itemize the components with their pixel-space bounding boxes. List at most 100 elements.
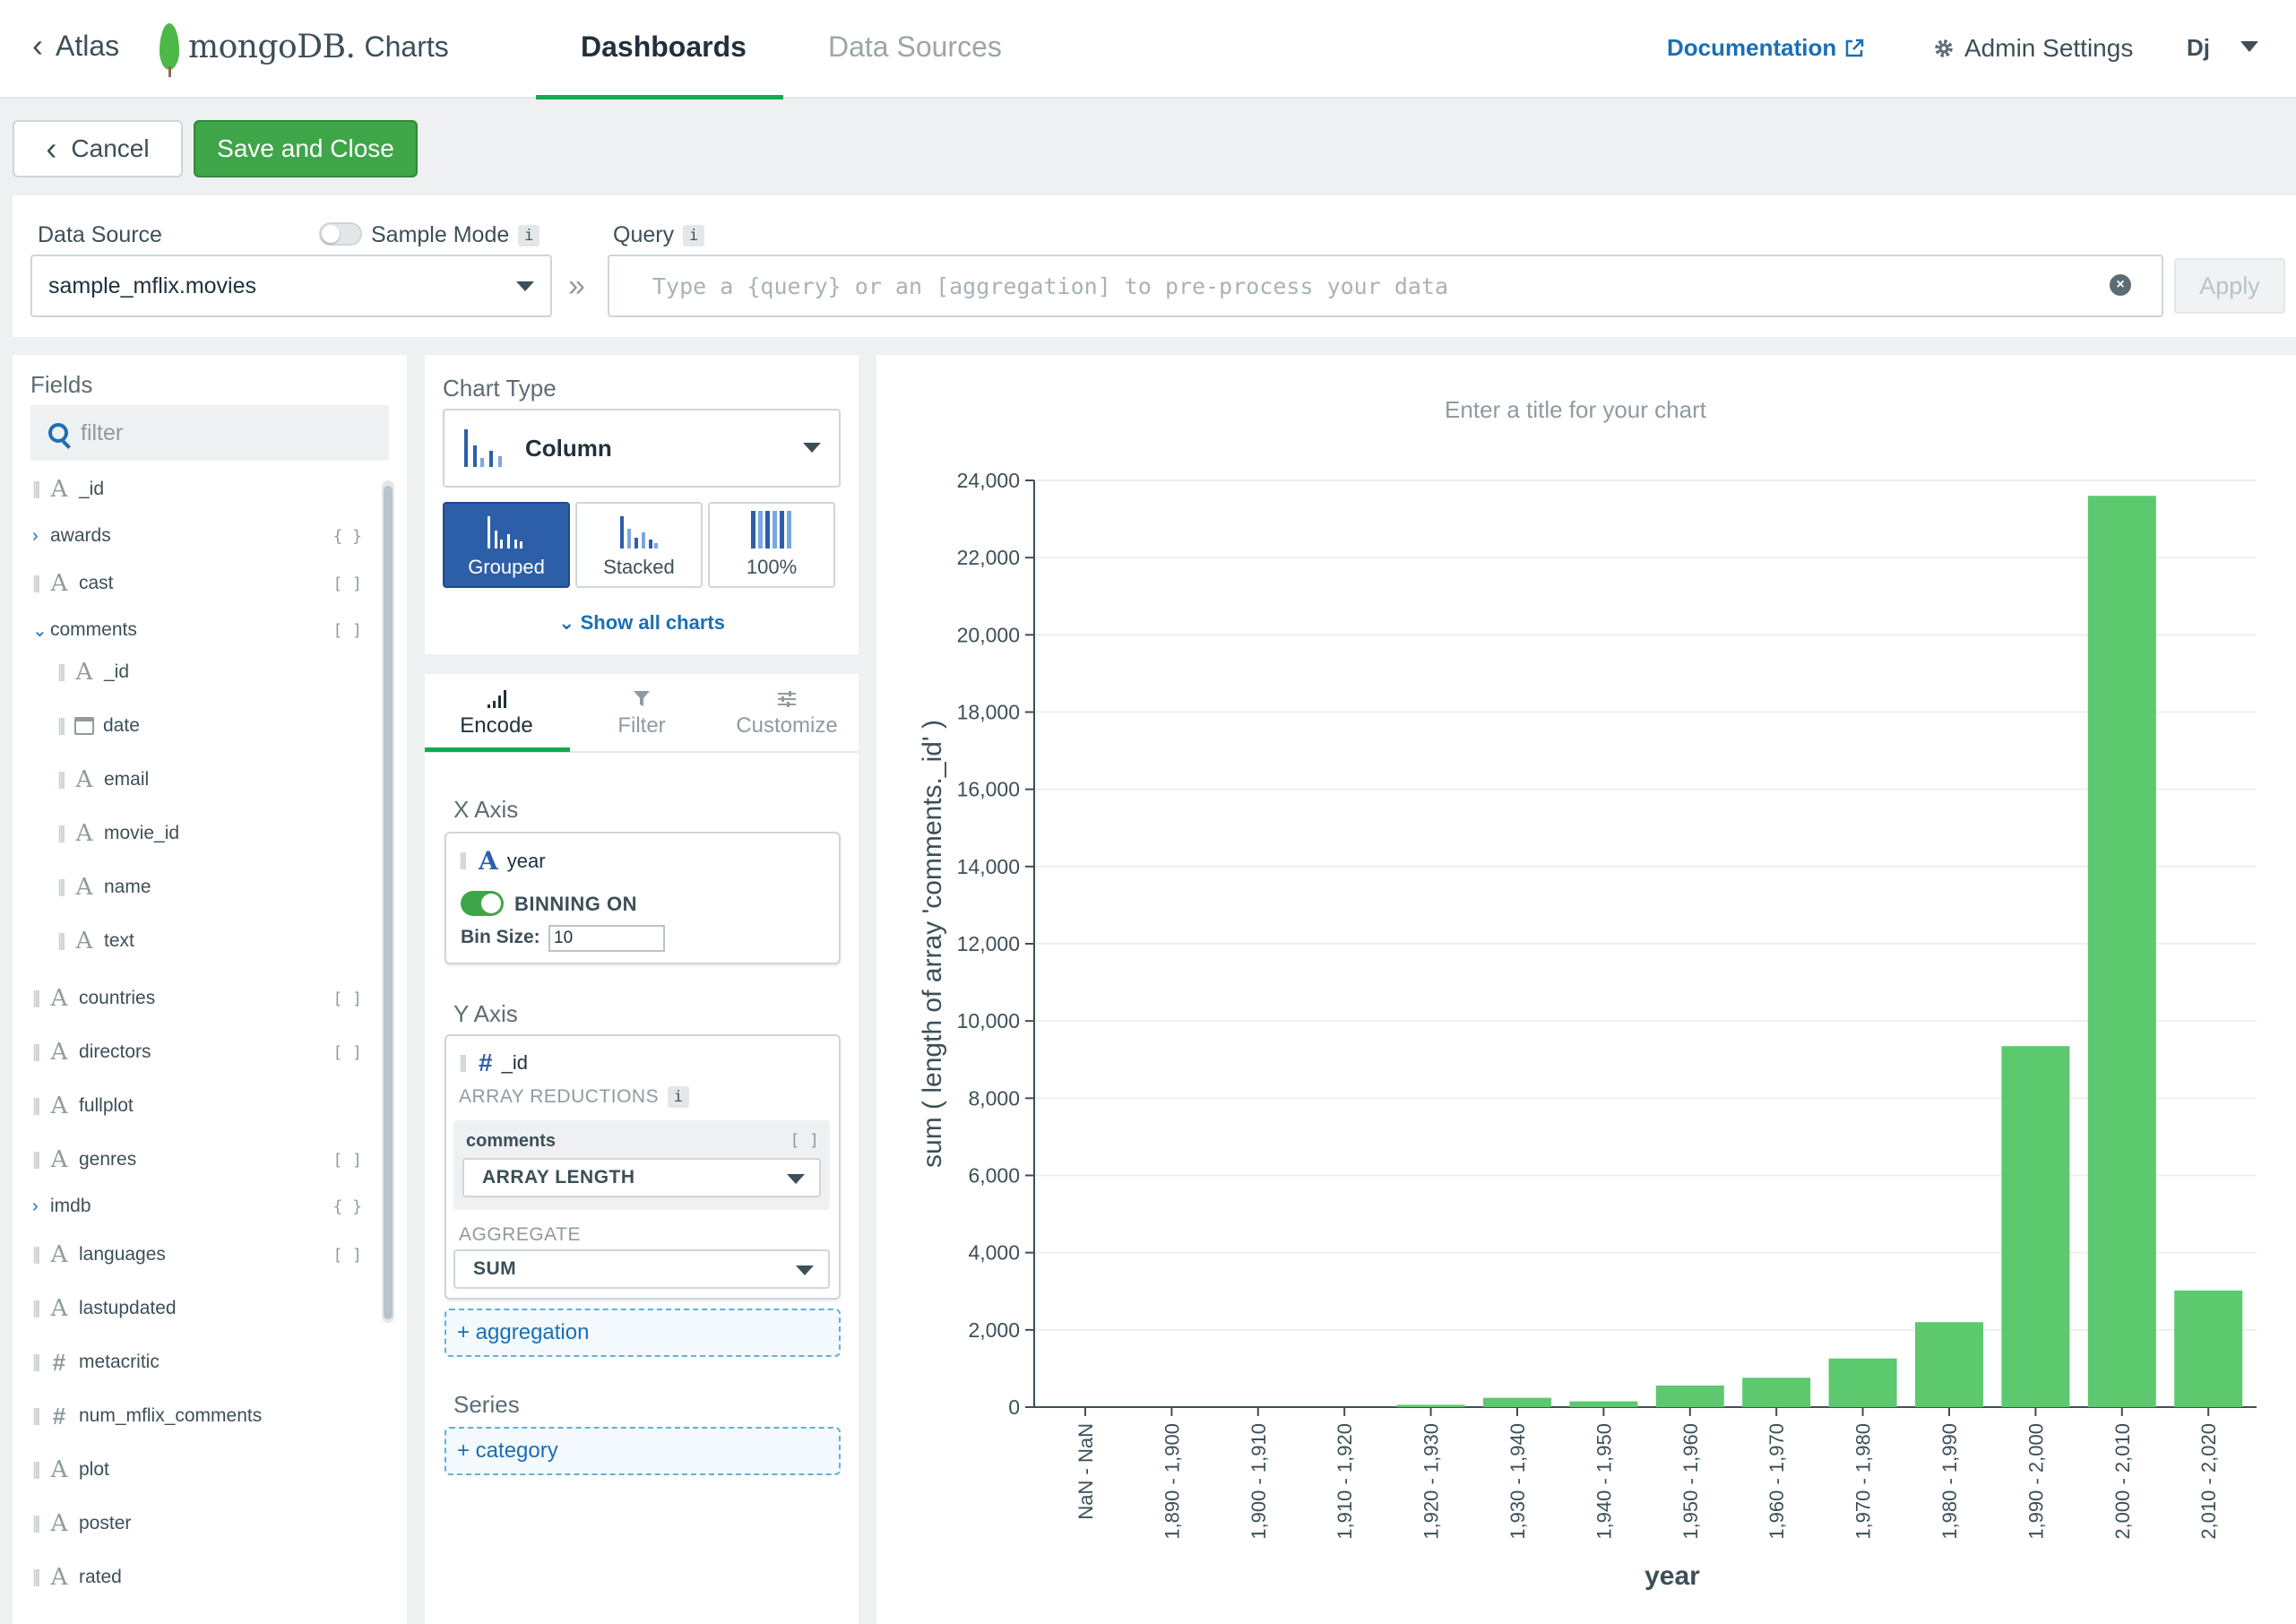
y-axis-card[interactable]: ||| # _id ARRAY REDUCTIONS i comments [ ]… — [445, 1034, 841, 1300]
string-type-icon: A — [75, 659, 93, 686]
binning-toggle[interactable] — [461, 891, 504, 916]
drag-handle-icon[interactable]: ||| — [32, 1041, 41, 1062]
query-input[interactable]: Type a {query} or an [aggregation] to pr… — [608, 255, 2163, 317]
save-and-close-button[interactable]: Save and Close — [194, 120, 418, 177]
chevron-down-icon — [796, 1266, 814, 1275]
y-axis-title: sum ( length of array 'comments._id' ) — [918, 720, 947, 1168]
tab-customize[interactable]: Customize — [715, 690, 859, 739]
x-tick-label: 1,940 - 1,950 — [1593, 1423, 1615, 1540]
field-item-metacritic[interactable]: ||| # metacritic — [32, 1344, 362, 1380]
tab-filter[interactable]: Filter — [570, 690, 713, 739]
drag-handle-icon[interactable]: ||| — [32, 988, 41, 1008]
drag-handle-icon[interactable]: ||| — [459, 851, 468, 870]
fields-scrollbar-thumb[interactable] — [384, 486, 393, 1319]
string-type-icon: A — [50, 1510, 68, 1537]
subtype-stacked[interactable]: Stacked — [575, 502, 703, 588]
drag-handle-icon[interactable]: ||| — [32, 1298, 41, 1318]
tab-data-sources[interactable]: Data Sources — [828, 30, 1002, 63]
field-item-awards[interactable]: › awards { } — [32, 518, 362, 554]
field-name: movie_id — [104, 823, 180, 843]
drag-handle-icon[interactable]: ||| — [32, 1567, 41, 1587]
data-source-select[interactable]: sample_mflix.movies — [30, 255, 552, 317]
atlas-back-link[interactable]: ‹ Atlas — [32, 27, 119, 65]
array-bracket-icon: [ ] — [332, 1150, 362, 1170]
drag-handle-icon[interactable]: ||| — [32, 1095, 41, 1116]
documentation-link[interactable]: Documentation — [1667, 34, 1865, 62]
drag-handle-icon[interactable]: ||| — [32, 1405, 41, 1426]
drag-handle-icon[interactable]: ||| — [32, 1244, 41, 1265]
drag-handle-icon[interactable]: ||| — [32, 1513, 41, 1533]
aggregate-select[interactable]: SUM — [453, 1249, 830, 1289]
tab-encode[interactable]: Encode — [425, 690, 568, 739]
field-item-num-mflix-comments[interactable]: ||| # num_mflix_comments — [32, 1398, 362, 1434]
drag-handle-icon[interactable]: ||| — [57, 823, 66, 843]
drag-handle-icon[interactable]: ||| — [57, 715, 66, 736]
drag-handle-icon[interactable]: ||| — [57, 877, 66, 897]
clear-query-icon[interactable]: × — [2110, 274, 2131, 296]
admin-settings-button[interactable]: Admin Settings — [1932, 34, 2133, 63]
drag-handle-icon[interactable]: ||| — [57, 930, 66, 951]
bin-size-input[interactable]: 10 — [548, 925, 665, 952]
apply-button[interactable]: Apply — [2174, 258, 2285, 314]
mongodb-charts-logo[interactable]: mongoDB. Charts — [160, 23, 449, 77]
drag-handle-icon[interactable]: ||| — [32, 1149, 41, 1170]
field-item-imdb[interactable]: › imdb { } — [32, 1188, 362, 1224]
drag-handle-icon[interactable]: ||| — [32, 1459, 41, 1480]
drag-handle-icon[interactable]: ||| — [32, 479, 41, 499]
subtype-100-percent[interactable]: 100% — [708, 502, 835, 588]
user-menu-caret-icon[interactable] — [2240, 41, 2258, 52]
tab-dashboards[interactable]: Dashboards — [581, 30, 747, 63]
field-item-date-nested[interactable]: ||| date — [57, 708, 362, 744]
chart-title-input[interactable]: Enter a title for your chart — [1445, 396, 1706, 423]
x-axis-card[interactable]: ||| A year BINNING ON Bin Size: 10 — [445, 832, 841, 964]
user-initials[interactable]: Dj — [2187, 34, 2210, 61]
field-item-id-nested[interactable]: ||| A _id — [57, 654, 362, 690]
info-icon[interactable]: i — [683, 225, 705, 247]
subtype-grouped[interactable]: Grouped — [443, 502, 570, 588]
chart-type-select[interactable]: Column — [443, 409, 841, 488]
field-item-comments[interactable]: ⌄ comments [ ] — [32, 612, 362, 648]
drag-handle-icon[interactable]: ||| — [57, 661, 66, 682]
add-category-dropzone[interactable]: + category — [445, 1427, 841, 1475]
drag-handle-icon[interactable]: ||| — [57, 769, 66, 790]
filter-placeholder: filter — [81, 419, 124, 445]
chart-preview-panel: Enter a title for your chart 0 2,000 4,000… — [876, 355, 2296, 1624]
chevron-right-icon[interactable]: › — [32, 1196, 39, 1216]
y-tick-label: 0 — [1008, 1395, 1020, 1419]
show-all-charts-link[interactable]: ⌄ Show all charts — [425, 611, 859, 635]
chevron-down-icon[interactable]: ⌄ — [32, 620, 47, 641]
drag-handle-icon[interactable]: ||| — [32, 1352, 41, 1372]
chevron-right-icon[interactable]: › — [32, 525, 39, 546]
object-brace-icon: { } — [332, 1196, 362, 1216]
chevron-left-icon: ‹ — [46, 130, 57, 167]
string-type-icon: A — [50, 1456, 68, 1483]
info-icon[interactable]: i — [518, 225, 540, 247]
info-icon[interactable]: i — [668, 1086, 690, 1109]
drag-handle-icon[interactable]: ||| — [32, 573, 41, 593]
drag-handle-icon[interactable]: ||| — [459, 1052, 468, 1073]
cancel-button[interactable]: ‹ Cancel — [13, 120, 183, 177]
string-type-icon: A — [50, 1295, 68, 1322]
fields-filter-input[interactable]: filter — [30, 405, 389, 461]
column-chart: 0 2,000 4,000 6,000 8,000 10,000 12,000 14,000 1… — [918, 469, 2257, 1591]
bar — [1915, 1322, 1983, 1407]
array-reduction-select[interactable]: ARRAY LENGTH — [462, 1158, 821, 1197]
sample-mode-toggle[interactable] — [319, 222, 362, 246]
add-aggregation-dropzone[interactable]: + aggregation — [445, 1309, 841, 1357]
field-item-id[interactable]: ||| A _id — [32, 471, 362, 507]
